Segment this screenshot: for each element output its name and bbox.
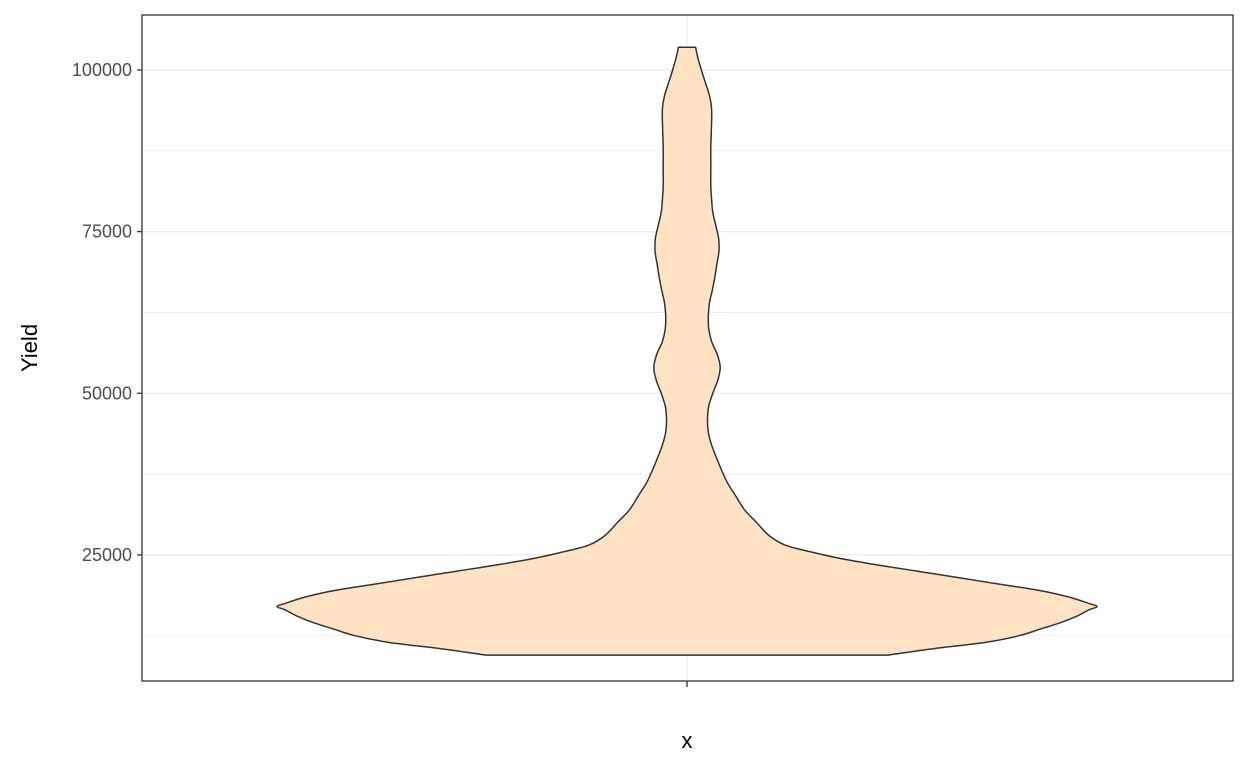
y-tick-label: 75000 [82, 222, 132, 242]
y-tick-label: 100000 [72, 60, 132, 80]
x-axis-title: x [682, 728, 693, 753]
y-tick-label: 25000 [82, 545, 132, 565]
y-axis-ticks: 25000 50000 75000 100000 [72, 60, 142, 565]
violin-shape [276, 46, 1098, 656]
y-tick-label: 50000 [82, 383, 132, 403]
y-axis-title: Yield [17, 324, 42, 372]
